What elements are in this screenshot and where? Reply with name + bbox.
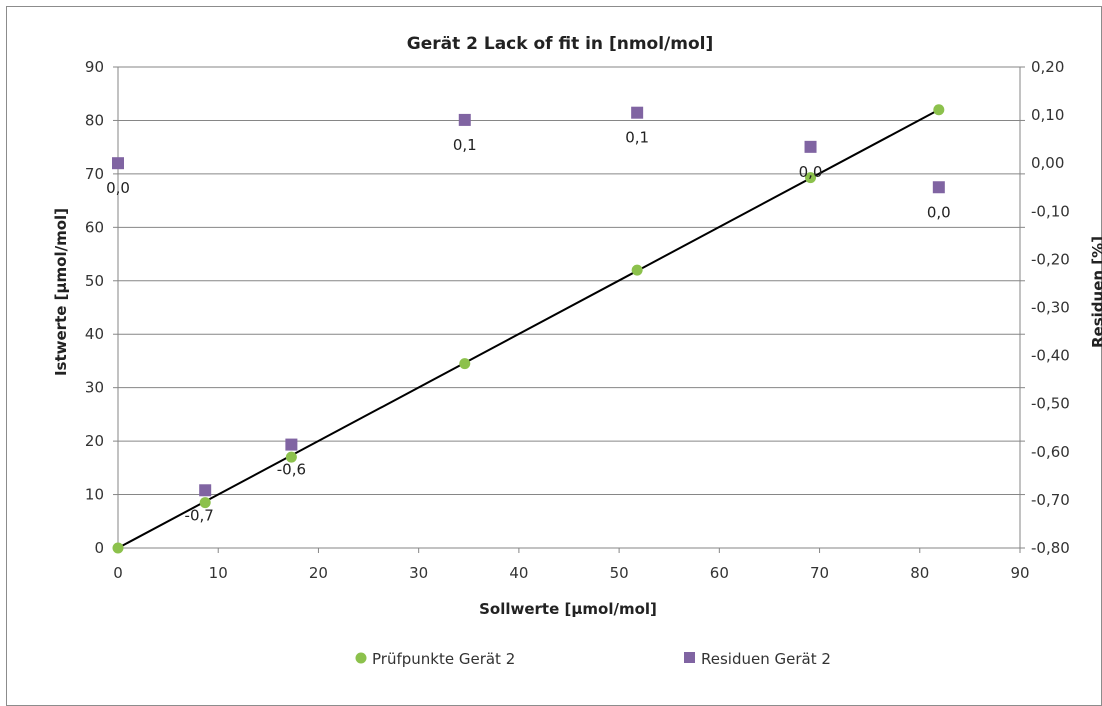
residuum-data-label-2: -0,6	[277, 461, 306, 479]
y-tick-label-6: 60	[85, 218, 104, 236]
residuum-point-3	[458, 113, 471, 126]
x-tick-label-8: 80	[910, 564, 929, 582]
legend-label-pruefpunkte: Prüfpunkte Gerät 2	[372, 650, 515, 668]
y-tick-label-3: 30	[85, 379, 104, 397]
residuum-point-4	[631, 106, 644, 119]
y2-tick-label-2: -0,60	[1031, 443, 1070, 461]
legend: Prüfpunkte Gerät 2 Residuen Gerät 2	[355, 650, 831, 668]
y-tick-label-8: 80	[85, 111, 104, 129]
data-marks	[112, 104, 945, 554]
y2-tick-label-1: -0,70	[1031, 491, 1070, 509]
y2-tick-label-7: -0,10	[1031, 202, 1070, 220]
y-tick-label-9: 90	[85, 58, 104, 76]
x-tick-label-7: 70	[810, 564, 829, 582]
pruefpunkt-point-6	[933, 104, 945, 116]
legend-marker-pruefpunkte	[355, 652, 367, 664]
residuum-data-label-4: 0,1	[625, 129, 649, 147]
chart-title: Gerät 2 Lack of fit in [nmol/mol]	[407, 34, 714, 54]
pruefpunkt-point-4	[631, 264, 643, 276]
residuum-point-0	[112, 157, 124, 170]
y2-tick-label-8: 0,00	[1031, 154, 1064, 172]
pruefpunkt-point-5	[805, 172, 817, 184]
residuum-point-2	[285, 438, 298, 451]
residuum-data-label-1: -0,7	[185, 506, 214, 524]
residuum-data-label-3: 0,1	[453, 136, 477, 154]
x-tick-label-6: 60	[710, 564, 729, 582]
x-tick-label-4: 40	[509, 564, 528, 582]
pruefpunkt-point-0	[112, 542, 124, 554]
x-tick-label-2: 20	[309, 564, 328, 582]
y2-tick-label-6: -0,20	[1031, 250, 1070, 268]
y-tick-labels: 0 10 20 30 40 50 60 70 80 90	[85, 58, 104, 557]
x-tick-label-9: 90	[1010, 564, 1029, 582]
pruefpunkt-point-2	[285, 451, 297, 463]
residuum-point-1	[199, 484, 212, 497]
chart-frame	[6, 6, 1102, 706]
y2-tick-label-10: 0,20	[1031, 58, 1064, 76]
x-tick-label-1: 10	[209, 564, 228, 582]
y2-tick-label-9: 0,10	[1031, 106, 1064, 124]
x-tick-label-0: 0	[113, 564, 123, 582]
y2-tick-label-5: -0,30	[1031, 299, 1070, 317]
x-tick-labels: 0 10 20 30 40 50 60 70 80 90	[113, 564, 1029, 582]
y2-tick-label-0: -0,80	[1031, 539, 1070, 557]
x-tick-label-5: 50	[610, 564, 629, 582]
pruefpunkt-point-1	[199, 497, 211, 509]
legend-marker-residuen	[684, 652, 695, 663]
x-tick-label-3: 30	[409, 564, 428, 582]
y2-tick-label-4: -0,40	[1031, 347, 1070, 365]
residuum-data-label-6: 0,0	[927, 203, 951, 221]
y2-tick-labels: -0,80 -0,70 -0,60 -0,50 -0,40 -0,30 -0,20 -0,10…	[1031, 58, 1070, 557]
x-axis-title: Sollwerte [µmol/mol]	[479, 600, 657, 618]
residuum-data-label-5: 0,0	[799, 163, 823, 181]
y-tick-label-7: 70	[85, 165, 104, 183]
axes	[113, 66, 1025, 553]
data-labels: 0,0 -0,7 -0,6 0,1 0,1 0,0 0,0	[106, 129, 951, 525]
residuum-point-6	[932, 181, 945, 194]
residuum-point-5	[804, 140, 817, 153]
fit-line-group	[117, 108, 940, 549]
y-tick-label-0: 0	[94, 539, 104, 557]
y-tick-label-2: 20	[85, 432, 104, 450]
y-tick-label-5: 50	[85, 272, 104, 290]
pruefpunkt-point-3	[459, 358, 471, 370]
y-tick-label-4: 40	[85, 325, 104, 343]
legend-label-residuen: Residuen Gerät 2	[701, 650, 831, 668]
y-axis-title: Istwerte [µmol/mol]	[52, 208, 70, 376]
y2-tick-label-3: -0,50	[1031, 395, 1070, 413]
residuum-data-label-0: 0,0	[106, 179, 130, 197]
fit-line	[117, 108, 940, 549]
y2-axis-title: Residuen [%]	[1089, 236, 1102, 348]
y-tick-label-1: 10	[85, 486, 104, 504]
